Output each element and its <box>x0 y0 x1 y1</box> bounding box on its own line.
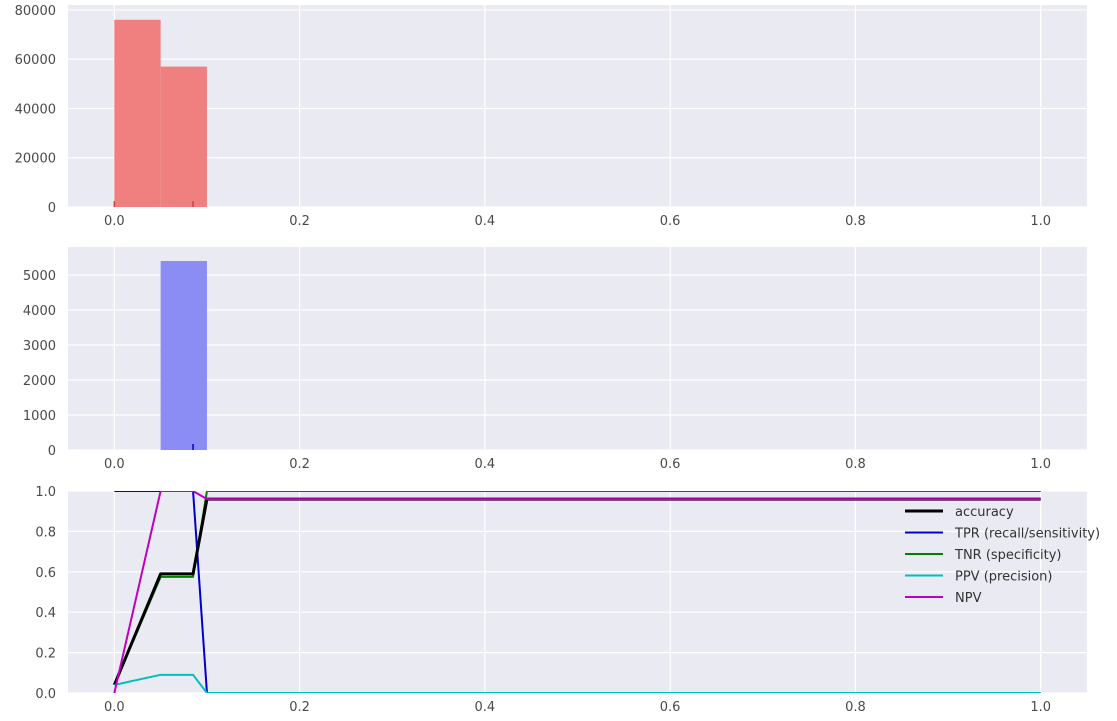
x-tick-label: 0.6 <box>660 700 681 715</box>
y-tick-label: 0.0 <box>35 687 56 702</box>
y-tick-label: 5000 <box>23 269 56 284</box>
x-tick-label: 0.6 <box>660 214 681 229</box>
x-tick-label: 0.8 <box>845 700 866 715</box>
histogram-panel-middle: 0.0 0.2 0.4 0.6 0.8 1.0 0 1000 2000 3000 4000 5000 <box>23 247 1087 472</box>
series-line-ppv <box>114 673 1041 693</box>
y-tick-label: 0 <box>48 201 56 216</box>
x-tick-label: 0.4 <box>475 457 496 472</box>
axes-background <box>68 491 1087 693</box>
series-lines <box>112 491 1041 693</box>
y-tick-label: 80000 <box>15 4 56 19</box>
x-tick-label: 0.2 <box>289 214 310 229</box>
y-tick-label: 0.2 <box>35 647 56 662</box>
y-tick-label: 4000 <box>23 304 56 319</box>
axes-background <box>68 5 1087 207</box>
metrics-line-panel: 0.0 0.2 0.4 0.6 0.8 1.0 0.0 0.2 0.4 0.6 0.8 1.0 accu… <box>35 485 1100 715</box>
histogram-bar <box>160 261 207 450</box>
x-tick-label: 1.0 <box>1030 700 1051 715</box>
x-tick-label: 0.0 <box>104 457 125 472</box>
y-tick-label: 2000 <box>23 374 56 389</box>
legend-label: PPV (precision) <box>955 570 1053 585</box>
x-tick-label: 0.0 <box>104 214 125 229</box>
x-tick-label: 0.4 <box>475 214 496 229</box>
series-line-npv <box>113 491 1041 693</box>
histogram-bar <box>160 66 207 208</box>
x-tick-label: 0.2 <box>289 700 310 715</box>
legend-label: NPV <box>955 591 982 606</box>
y-tick-label: 3000 <box>23 339 56 354</box>
x-tick-label: 0.4 <box>475 700 496 715</box>
y-tick-label: 60000 <box>15 53 56 68</box>
x-tick-label: 0.8 <box>845 457 866 472</box>
y-tick-label: 0.6 <box>35 566 56 581</box>
x-tick-label: 1.0 <box>1030 457 1051 472</box>
legend-label: TPR (recall/sensitivity) <box>954 527 1100 542</box>
x-tick-label: 0.6 <box>660 457 681 472</box>
y-tick-label: 1000 <box>23 409 56 424</box>
histogram-bar <box>114 19 161 207</box>
y-tick-label: 0.8 <box>35 525 56 540</box>
legend-label: TNR (specificity) <box>954 548 1062 563</box>
legend-label: accuracy <box>955 505 1014 520</box>
axes-background <box>68 247 1087 450</box>
legend: accuracy TPR (recall/sensitivity) TNR (spe… <box>905 505 1100 606</box>
y-tick-label: 0.4 <box>35 606 56 621</box>
histogram-panel-top: 0.0 0.2 0.4 0.6 0.8 1.0 0 20000 40000 60000 80000 <box>15 4 1087 229</box>
x-tick-label: 1.0 <box>1030 214 1051 229</box>
y-tick-label: 0 <box>48 444 56 459</box>
x-tick-label: 0.8 <box>845 214 866 229</box>
y-tick-label: 20000 <box>15 152 56 167</box>
x-tick-label: 0.2 <box>289 457 310 472</box>
x-tick-label: 0.0 <box>104 700 125 715</box>
y-tick-label: 1.0 <box>35 485 56 500</box>
y-tick-label: 40000 <box>15 102 56 117</box>
